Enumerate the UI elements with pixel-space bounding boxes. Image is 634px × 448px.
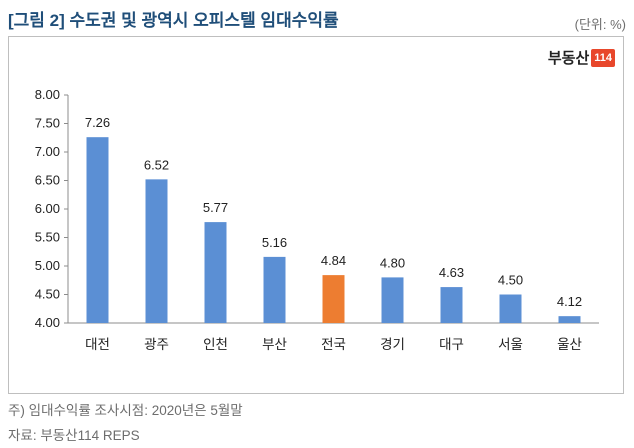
- data-label: 7.26: [85, 115, 110, 130]
- y-tick-label: 5.50: [35, 230, 60, 245]
- data-label: 6.52: [144, 157, 169, 172]
- unit-label: (단위: %): [574, 17, 626, 32]
- x-tick-label: 서울: [498, 337, 523, 353]
- bar-5: [322, 275, 345, 323]
- bar-9: [558, 316, 581, 323]
- bar-chart: 4.00 4.50 5.00 5.50 6.00 6.50 7.00 7.50 8.00 7.2…: [35, 87, 599, 353]
- y-tick-label: 4.00: [35, 315, 60, 330]
- y-tick-label: 4.50: [35, 287, 60, 302]
- data-label: 4.80: [380, 255, 405, 270]
- bar-2: [145, 179, 168, 323]
- bars: [86, 137, 581, 323]
- bar-6: [381, 277, 404, 323]
- x-tick-label: 인천: [203, 337, 228, 353]
- data-label: 4.12: [557, 294, 582, 309]
- footnote: 주) 임대수익률 조사시점: 2020년은 5월말: [8, 403, 243, 418]
- x-tick-label: 경기: [380, 337, 405, 353]
- data-label: 5.77: [203, 200, 228, 215]
- data-label: 4.84: [321, 253, 346, 268]
- x-tick-label: 광주: [144, 337, 169, 353]
- logo: 부동산 114: [548, 47, 615, 68]
- x-tick-label: 전국: [321, 337, 346, 353]
- y-tick-label: 6.50: [35, 173, 60, 188]
- x-tick-label: 대구: [439, 337, 464, 353]
- x-tick-label: 울산: [557, 337, 582, 353]
- chart-box: 부동산 114 4.00 4.50 5.00 5.50 6.00 6.50 7.00 7.50…: [8, 36, 624, 394]
- logo-text: 부동산: [547, 50, 590, 67]
- bar-4: [263, 256, 286, 323]
- y-tick-label: 5.00: [35, 258, 60, 273]
- data-label: 4.50: [498, 273, 523, 288]
- y-tick-label: 8.00: [35, 87, 60, 102]
- bar-7: [440, 287, 463, 323]
- data-label: 4.63: [439, 265, 464, 280]
- data-label: 5.16: [262, 235, 287, 250]
- chart-title: [그림 2] 수도권 및 광역시 오피스텔 임대수익률: [8, 11, 339, 30]
- x-tick-label: 부산: [262, 337, 287, 353]
- y-tick-label: 7.00: [35, 144, 60, 159]
- x-tick-label: 대전: [85, 337, 110, 353]
- bar-3: [204, 222, 227, 323]
- y-tick-label: 6.00: [35, 201, 60, 216]
- source-note: 자료: 부동산114 REPS: [8, 428, 140, 443]
- y-axis: 4.00 4.50 5.00 5.50 6.00 6.50 7.00 7.50 8.00: [35, 87, 599, 330]
- logo-number: 114: [591, 48, 615, 67]
- bar-8: [499, 294, 522, 323]
- labels: 7.26 대전 6.52 광주 5.77 인천 5.16 부산 4.84 전국 4.80 경기 4.63…: [85, 115, 582, 353]
- bar-1: [86, 137, 109, 323]
- y-tick-label: 7.50: [35, 116, 60, 131]
